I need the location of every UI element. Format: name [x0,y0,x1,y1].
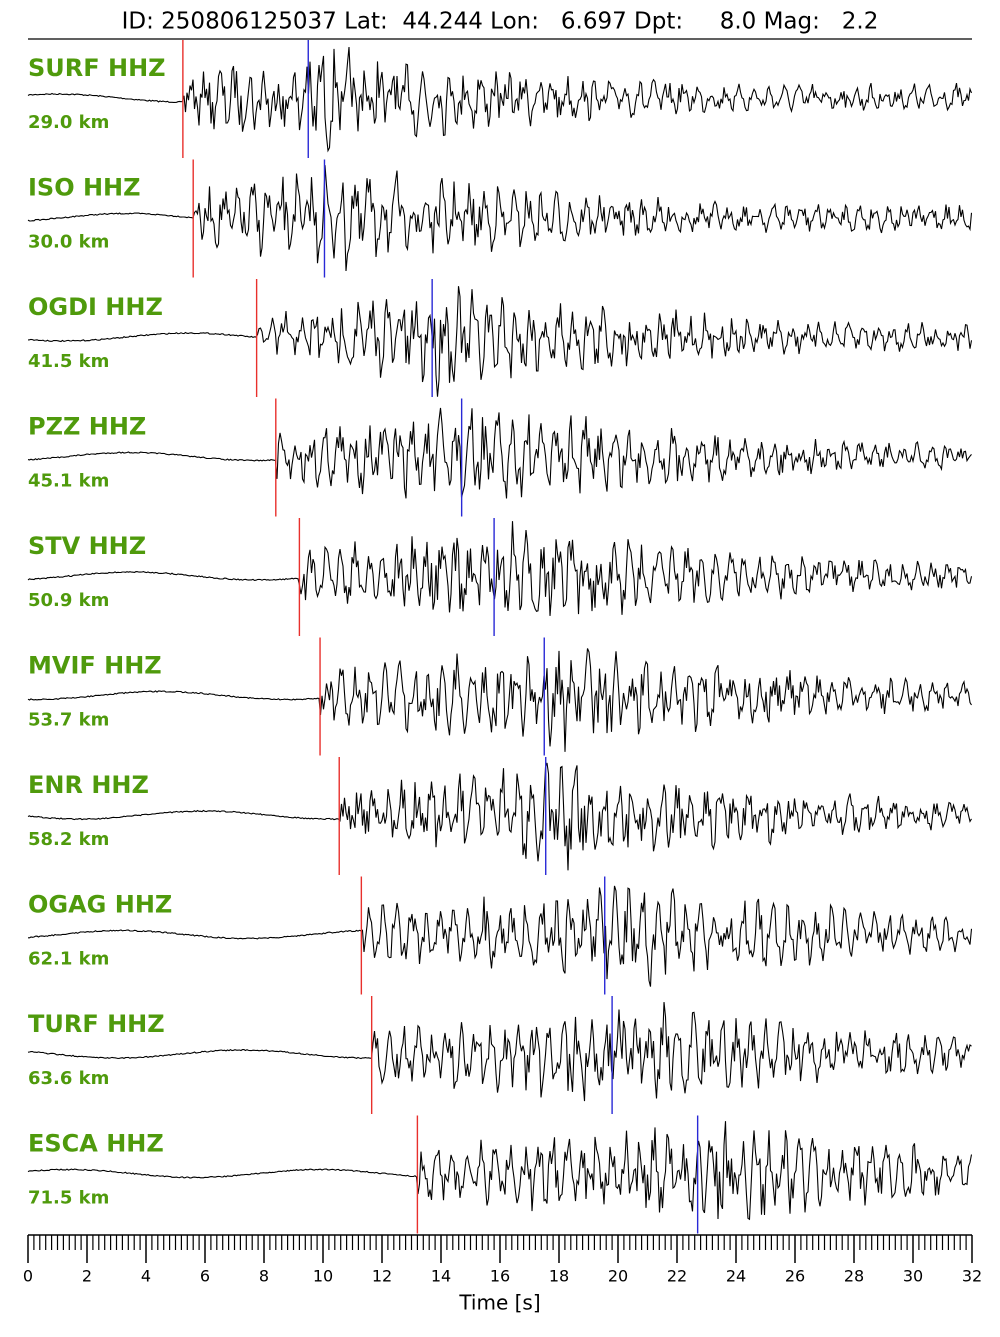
distance-label: 71.5 km [28,1188,109,1209]
waveform [27,286,973,397]
x-tick-label: 24 [726,1267,746,1286]
distance-label: 58.2 km [28,829,109,850]
x-tick-label: 14 [431,1267,451,1286]
station-label: ISO HHZ [28,174,141,202]
x-tick-label: 10 [313,1267,333,1286]
station-label: STV HHZ [28,532,146,560]
distance-label: 30.0 km [28,232,109,253]
x-tick-label: 12 [372,1267,392,1286]
x-tick-label: 32 [962,1267,982,1286]
x-tick-label: 0 [23,1267,33,1286]
waveform [27,1121,973,1221]
x-tick-label: 20 [608,1267,628,1286]
distance-label: 29.0 km [28,112,109,133]
x-tick-label: 28 [844,1267,864,1286]
x-axis-label: Time [s] [458,1291,540,1315]
distance-label: 63.6 km [28,1068,109,1089]
waveform [27,521,973,616]
waveform [27,648,972,752]
station-label: ENR HHZ [28,771,149,799]
waveform [28,885,973,987]
x-tick-label: 26 [785,1267,805,1286]
x-tick-label: 30 [903,1267,923,1286]
x-tick-label: 16 [490,1267,510,1286]
station-label: MVIF HHZ [28,652,162,680]
chart-title: ID: 250806125037 Lat: 44.244 Lon: 6.697 … [122,9,879,35]
distance-label: 45.1 km [28,471,109,492]
distance-label: 62.1 km [28,949,109,970]
x-tick-label: 18 [549,1267,569,1286]
station-label: ESCA HHZ [28,1130,164,1158]
waveform [27,407,972,499]
distance-label: 41.5 km [28,351,109,372]
x-tick-label: 22 [667,1267,687,1286]
station-label: OGAG HHZ [28,891,172,919]
x-tick-label: 8 [259,1267,269,1286]
waveform [27,46,973,153]
distance-label: 50.9 km [28,590,109,611]
x-tick-label: 4 [141,1267,151,1286]
x-tick-label: 2 [82,1267,92,1286]
x-tick-label: 6 [200,1267,210,1286]
station-label: OGDI HHZ [28,293,163,321]
distance-label: 53.7 km [28,710,109,731]
station-label: TURF HHZ [28,1010,165,1038]
station-label: PZZ HHZ [28,413,146,441]
station-label: SURF HHZ [28,54,166,82]
waveform [27,165,973,272]
waveform [27,1002,972,1102]
waveform [27,762,972,871]
